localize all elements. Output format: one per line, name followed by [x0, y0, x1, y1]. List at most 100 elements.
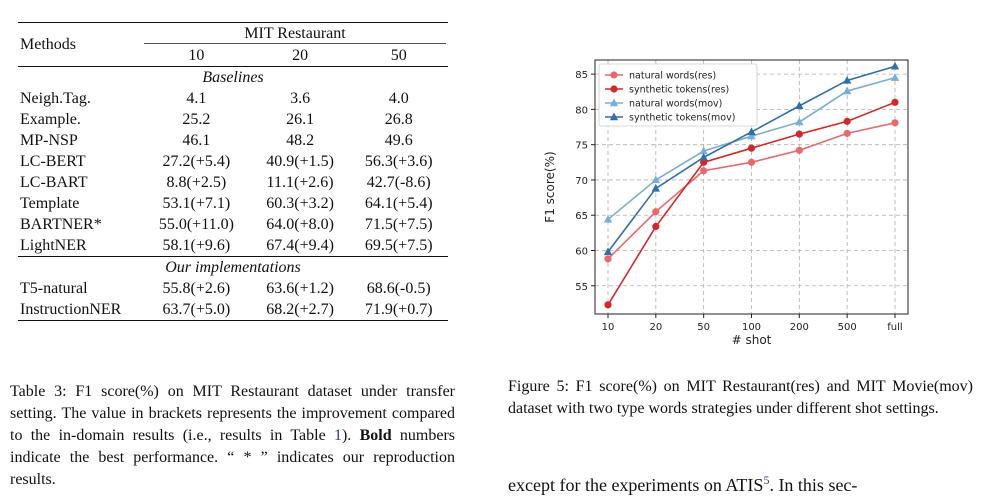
score-cell: 64.0(+8.0): [266, 216, 334, 233]
method-cell: Example.: [20, 111, 81, 128]
data-point: [651, 175, 661, 184]
data-point: [652, 208, 660, 216]
score-cell: 56.3(+3.6): [364, 153, 433, 170]
score-cell: 63.6(+1.2): [266, 280, 334, 297]
shot-header: 20: [292, 47, 309, 64]
table-row: LC-BERT 27.2(+5.4) 40.9(+1.5) 56.3(+3.6): [18, 151, 448, 172]
score-cell: 8.8(+2.5): [166, 174, 227, 191]
score-cell: 26.8: [384, 111, 413, 128]
score-cell: 26.1: [286, 111, 315, 128]
legend-label: natural words(res): [629, 71, 716, 82]
data-point: [603, 247, 613, 256]
score-cell: 48.2: [286, 132, 315, 149]
data-point: [795, 117, 804, 126]
legend-marker: [610, 71, 618, 79]
section-title: Our implementations: [18, 256, 448, 278]
legend-marker: [609, 98, 619, 107]
footnote-link[interactable]: 5: [763, 473, 770, 487]
bold-word: Bold: [359, 427, 392, 444]
data-point: [651, 183, 661, 192]
method-cell: LightNER: [20, 237, 87, 254]
data-point: [604, 301, 612, 309]
method-cell: InstructionNER: [18, 299, 142, 321]
results-table-body: Methods MIT Restaurant 10 20 50 Baseline…: [18, 22, 448, 321]
score-cell: 27.2(+5.4): [162, 153, 231, 170]
table-ref-link[interactable]: 1: [333, 427, 342, 444]
table-header-row-2: 10 20 50: [18, 45, 448, 67]
y-tick-label: 55: [575, 282, 588, 293]
methods-header: Methods: [18, 22, 142, 67]
table-row: LC-BART 8.8(+2.5) 11.1(+2.6) 42.7(-8.6): [18, 172, 448, 193]
data-point: [604, 255, 612, 263]
score-cell: 71.5(+7.5): [364, 216, 433, 233]
legend-marker: [609, 112, 619, 121]
method-cell: Neigh.Tag.: [20, 90, 91, 107]
table-caption-text-2: ).: [341, 427, 360, 444]
legend-label: natural words(mov): [629, 99, 722, 110]
score-cell: 64.1(+5.4): [364, 195, 433, 212]
method-cell: BARTNER*: [20, 216, 102, 233]
x-axis-label: # shot: [732, 333, 772, 347]
results-table: Methods MIT Restaurant 10 20 50 Baseline…: [18, 22, 448, 321]
section-row: Baselines: [18, 66, 448, 88]
table-row: T5-natural 55.8(+2.6) 63.6(+1.2) 68.6(-0.5): [18, 278, 448, 299]
data-point: [843, 117, 851, 125]
data-point: [699, 146, 708, 155]
x-tick-label: 50: [697, 322, 710, 333]
score-cell: 4.1: [186, 90, 207, 107]
method-cell: T5-natural: [20, 280, 88, 297]
figure-caption: Figure 5: F1 score(%) on MIT Restaurant(…: [508, 378, 973, 417]
body-text: except for the experiments on ATIS5. In …: [508, 466, 973, 499]
body-text-before: except for the experiments on ATIS: [508, 475, 764, 495]
table-row: LightNER 58.1(+9.6) 67.4(+9.4) 69.5(+7.5): [18, 235, 448, 257]
data-point: [747, 127, 756, 136]
data-point: [890, 61, 900, 70]
x-tick-label: 500: [838, 322, 857, 333]
section-row: Our implementations: [18, 256, 448, 278]
score-cell: 55.0(+11.0): [158, 216, 234, 233]
data-point: [795, 101, 804, 110]
y-tick-label: 80: [575, 105, 588, 116]
section-title: Baselines: [18, 66, 448, 88]
data-point: [747, 158, 756, 166]
score-cell: 58.1(+9.6): [162, 237, 231, 254]
score-cell: 69.5(+7.5): [364, 237, 433, 254]
score-cell: 4.0: [388, 90, 409, 107]
score-cell: 46.1: [182, 132, 211, 149]
score-cell: 68.2(+2.7): [250, 299, 350, 321]
data-point: [795, 146, 803, 154]
method-cell: LC-BERT: [20, 153, 86, 170]
dataset-header: MIT Restaurant: [142, 22, 448, 45]
x-tick-label: 100: [742, 322, 761, 333]
legend-label: synthetic tokens(res): [629, 85, 729, 96]
score-cell: 55.8(+2.6): [162, 280, 231, 297]
data-point: [843, 129, 851, 137]
f1-line-chart: 55 60 65 70 75 80 85 10 20 50 100 200 500 full # shot F…: [540, 52, 930, 352]
legend-marker: [610, 85, 618, 93]
table-row: Example. 25.2 26.1 26.8: [18, 109, 448, 130]
data-point: [891, 98, 899, 106]
data-point: [842, 75, 852, 84]
table-row: InstructionNER 63.7(+5.0) 68.2(+2.7) 71.9(+…: [18, 299, 448, 321]
legend-label: synthetic tokens(mov): [629, 113, 735, 124]
x-tick-label: 10: [602, 322, 615, 333]
y-tick-label: 70: [575, 176, 588, 187]
score-cell: 3.6: [290, 90, 311, 107]
score-cell: 67.4(+9.4): [266, 237, 334, 254]
results-table-block: Methods MIT Restaurant 10 20 50 Baseline…: [10, 0, 455, 321]
x-tick-label: 20: [649, 322, 662, 333]
data-point: [699, 152, 708, 161]
y-axis-label: F1 score(%): [543, 151, 557, 222]
table-caption-text: Table 3: F1 score(%) on MIT Restaurant d…: [10, 383, 455, 444]
y-tick-label: 75: [575, 141, 588, 152]
x-tick-label: 200: [790, 322, 809, 333]
x-tick-label: full: [887, 322, 902, 333]
table-caption-text-3: numbers indicate the best performance. “…: [10, 427, 456, 488]
method-cell: Template: [20, 195, 80, 212]
shot-header: 10: [188, 47, 205, 64]
y-tick-label: 65: [575, 211, 588, 222]
method-cell: MP-NSP: [20, 132, 78, 149]
score-cell: 49.6: [384, 132, 413, 149]
data-point: [700, 167, 708, 175]
data-point: [747, 144, 756, 152]
